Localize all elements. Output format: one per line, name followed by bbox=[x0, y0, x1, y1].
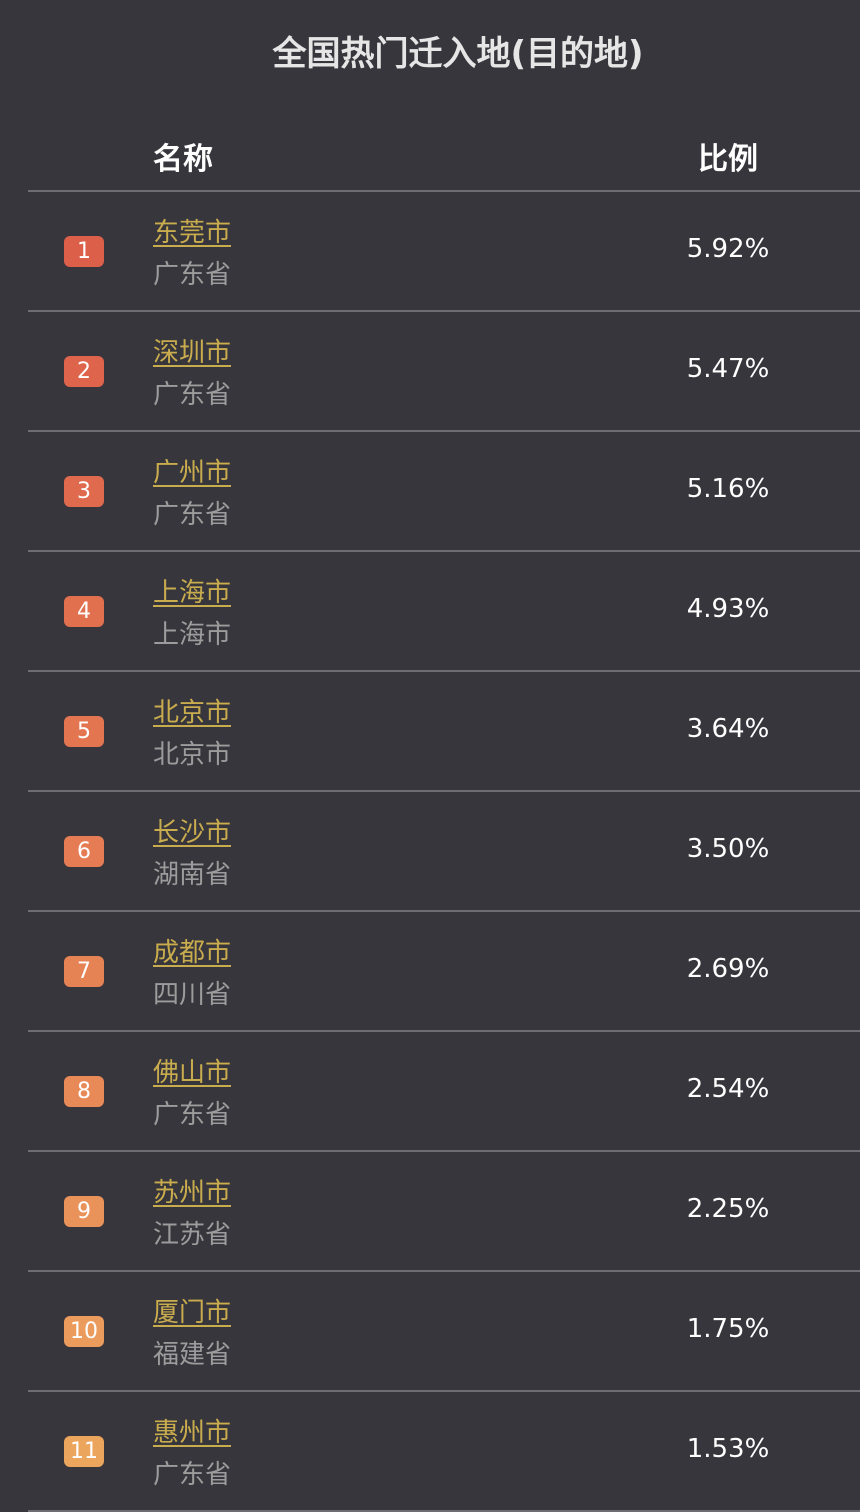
province-label: 福建省 bbox=[153, 1340, 232, 1370]
table-row: 5 北京市 北京市 3.64% bbox=[28, 672, 860, 792]
province-label: 广东省 bbox=[153, 1100, 232, 1130]
table-row: 10 厦门市 福建省 1.75% bbox=[28, 1272, 860, 1392]
ratio-value: 2.25% bbox=[686, 1194, 770, 1224]
ratio-value: 4.93% bbox=[686, 594, 770, 624]
rank-badge: 2 bbox=[64, 356, 104, 387]
city-link[interactable]: 北京市 bbox=[153, 698, 232, 728]
rank-badge: 9 bbox=[64, 1196, 104, 1227]
table-row: 8 佛山市 广东省 2.54% bbox=[28, 1032, 860, 1152]
ratio-value: 5.16% bbox=[686, 474, 770, 504]
table-row: 6 长沙市 湖南省 3.50% bbox=[28, 792, 860, 912]
rank-badge: 6 bbox=[64, 836, 104, 867]
city-link[interactable]: 深圳市 bbox=[153, 338, 232, 368]
table-row: 3 广州市 广东省 5.16% bbox=[28, 432, 860, 552]
table-row: 9 苏州市 江苏省 2.25% bbox=[28, 1152, 860, 1272]
rank-badge: 1 bbox=[64, 236, 104, 267]
rank-badge: 11 bbox=[64, 1436, 104, 1467]
rank-badge: 7 bbox=[64, 956, 104, 987]
city-link[interactable]: 厦门市 bbox=[153, 1298, 232, 1328]
province-label: 广东省 bbox=[153, 1460, 232, 1490]
ratio-value: 1.75% bbox=[686, 1314, 770, 1344]
table-row: 7 成都市 四川省 2.69% bbox=[28, 912, 860, 1032]
city-link[interactable]: 惠州市 bbox=[153, 1418, 232, 1448]
ratio-value: 3.64% bbox=[686, 714, 770, 744]
ranking-table: 1 东莞市 广东省 5.92% 2 深圳市 广东省 5.47% 3 广州市 广东省 … bbox=[28, 192, 860, 1512]
province-label: 上海市 bbox=[153, 620, 232, 650]
column-header-ratio: 比例 bbox=[698, 142, 758, 177]
page-title: 全国热门迁入地(目的地) bbox=[272, 34, 644, 74]
province-label: 北京市 bbox=[153, 740, 232, 770]
table-row: 1 东莞市 广东省 5.92% bbox=[28, 192, 860, 312]
ratio-value: 3.50% bbox=[686, 834, 770, 864]
province-label: 广东省 bbox=[153, 260, 232, 290]
table-row: 4 上海市 上海市 4.93% bbox=[28, 552, 860, 672]
city-link[interactable]: 苏州市 bbox=[153, 1178, 232, 1208]
column-header-name: 名称 bbox=[153, 142, 213, 177]
province-label: 广东省 bbox=[153, 380, 232, 410]
province-label: 江苏省 bbox=[153, 1220, 232, 1250]
city-link[interactable]: 长沙市 bbox=[153, 818, 232, 848]
rank-badge: 8 bbox=[64, 1076, 104, 1107]
city-link[interactable]: 广州市 bbox=[153, 458, 232, 488]
table-header: 名称 比例 bbox=[28, 132, 860, 192]
rank-badge: 5 bbox=[64, 716, 104, 747]
rank-badge: 3 bbox=[64, 476, 104, 507]
ratio-value: 5.47% bbox=[686, 354, 770, 384]
table-row: 2 深圳市 广东省 5.47% bbox=[28, 312, 860, 432]
ratio-value: 2.54% bbox=[686, 1074, 770, 1104]
ratio-value: 1.53% bbox=[686, 1434, 770, 1464]
city-link[interactable]: 上海市 bbox=[153, 578, 232, 608]
city-link[interactable]: 佛山市 bbox=[153, 1058, 232, 1088]
rank-badge: 10 bbox=[64, 1316, 104, 1347]
province-label: 湖南省 bbox=[153, 860, 232, 890]
province-label: 四川省 bbox=[153, 980, 232, 1010]
ratio-value: 5.92% bbox=[686, 234, 770, 264]
province-label: 广东省 bbox=[153, 500, 232, 530]
ratio-value: 2.69% bbox=[686, 954, 770, 984]
city-link[interactable]: 成都市 bbox=[153, 938, 232, 968]
city-link[interactable]: 东莞市 bbox=[153, 218, 232, 248]
rank-badge: 4 bbox=[64, 596, 104, 627]
table-row: 11 惠州市 广东省 1.53% bbox=[28, 1392, 860, 1512]
